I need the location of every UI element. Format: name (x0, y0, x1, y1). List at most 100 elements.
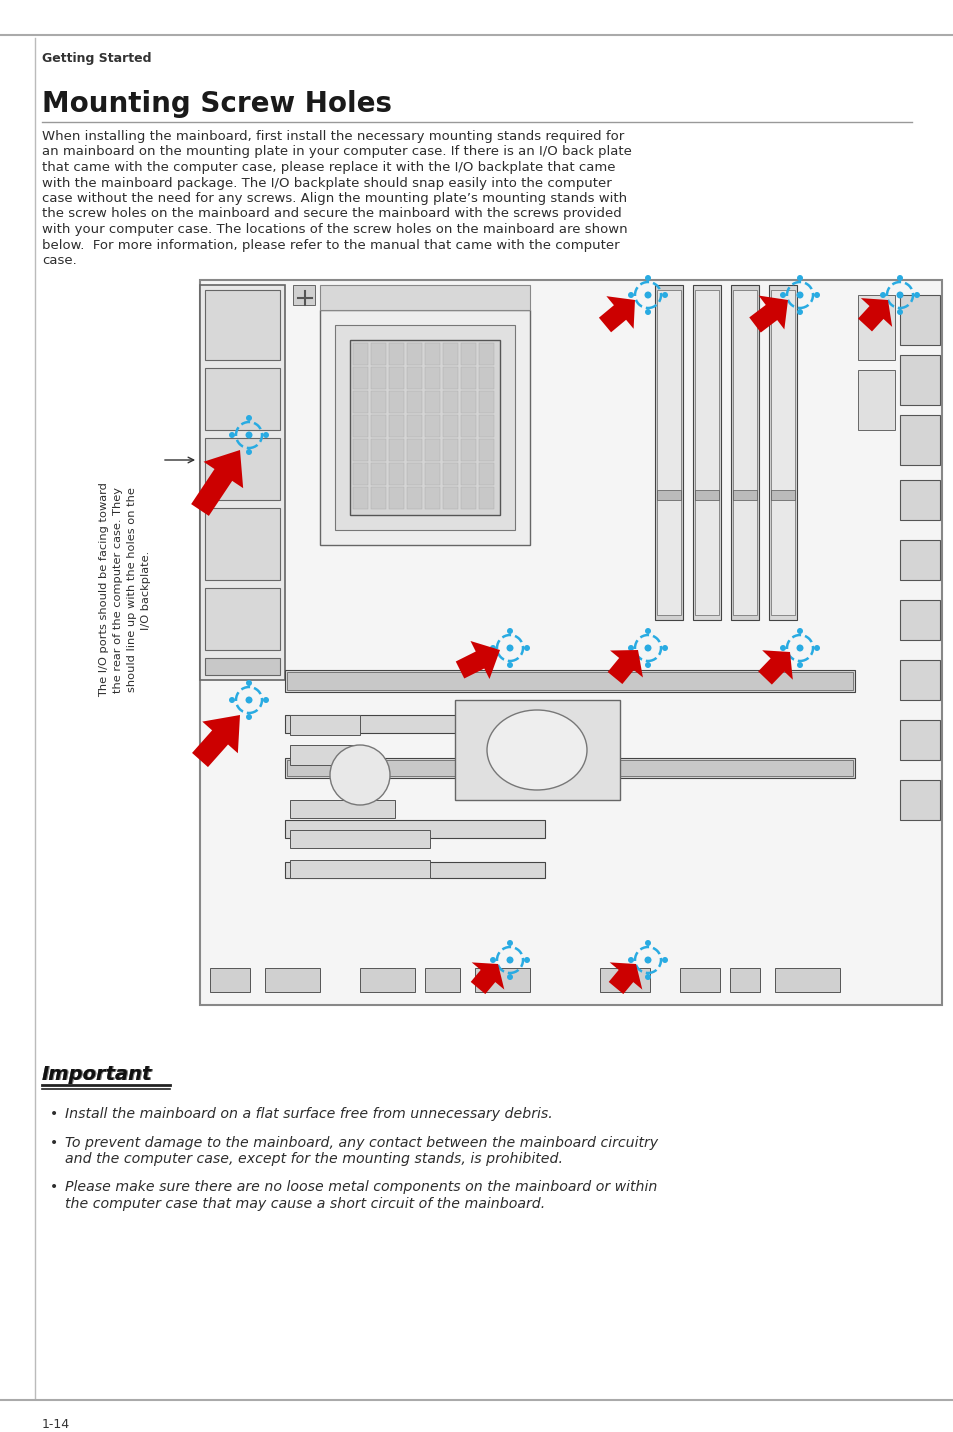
Polygon shape (205, 589, 280, 650)
Polygon shape (460, 344, 476, 365)
Polygon shape (407, 391, 421, 412)
Polygon shape (389, 440, 403, 461)
Polygon shape (200, 281, 941, 1005)
Ellipse shape (486, 710, 586, 790)
Polygon shape (290, 715, 359, 735)
Polygon shape (478, 463, 494, 485)
Polygon shape (657, 490, 680, 500)
Polygon shape (424, 487, 439, 508)
Text: Important: Important (42, 1065, 152, 1084)
Polygon shape (265, 968, 319, 992)
Polygon shape (460, 415, 476, 437)
Text: with the mainboard package. The I/O backplate should snap easily into the comput: with the mainboard package. The I/O back… (42, 176, 611, 189)
Circle shape (506, 939, 513, 947)
Polygon shape (353, 487, 368, 508)
Polygon shape (729, 968, 760, 992)
Text: below.  For more information, please refer to the manual that came with the comp: below. For more information, please refe… (42, 239, 619, 252)
Polygon shape (285, 670, 854, 692)
Polygon shape (748, 295, 787, 332)
Polygon shape (293, 285, 314, 305)
Polygon shape (350, 339, 499, 516)
Polygon shape (285, 715, 544, 733)
Circle shape (896, 275, 902, 281)
Circle shape (644, 957, 651, 964)
Polygon shape (407, 415, 421, 437)
Polygon shape (442, 487, 457, 508)
Text: Important: Important (43, 1065, 152, 1084)
Text: Important: Important (43, 1064, 152, 1084)
Text: To prevent damage to the mainboard, any contact between the mainboard circuitry: To prevent damage to the mainboard, any … (65, 1136, 658, 1150)
Polygon shape (389, 415, 403, 437)
Polygon shape (470, 962, 504, 994)
Polygon shape (285, 821, 544, 838)
Circle shape (796, 292, 802, 298)
Polygon shape (205, 657, 280, 674)
Polygon shape (442, 344, 457, 365)
Polygon shape (774, 968, 840, 992)
Text: When installing the mainboard, first install the necessary mounting stands requi: When installing the mainboard, first ins… (42, 130, 623, 143)
Text: case without the need for any screws. Align the mounting plate’s mounting stands: case without the need for any screws. Al… (42, 192, 626, 205)
Polygon shape (478, 344, 494, 365)
Polygon shape (319, 285, 530, 309)
Polygon shape (192, 715, 240, 768)
Circle shape (490, 644, 496, 652)
Circle shape (813, 644, 820, 652)
Polygon shape (679, 968, 720, 992)
Circle shape (896, 292, 902, 298)
Polygon shape (424, 415, 439, 437)
Text: the computer case that may cause a short circuit of the mainboard.: the computer case that may cause a short… (65, 1197, 545, 1211)
Polygon shape (899, 415, 939, 465)
Polygon shape (730, 285, 759, 620)
Circle shape (661, 292, 667, 298)
Polygon shape (371, 344, 386, 365)
Circle shape (506, 662, 513, 667)
Polygon shape (290, 861, 430, 878)
Polygon shape (353, 367, 368, 390)
Polygon shape (353, 463, 368, 485)
Circle shape (263, 697, 269, 703)
Polygon shape (424, 968, 459, 992)
Text: The I/O ports should be facing toward
the rear of the computer case. They
should: The I/O ports should be facing toward th… (99, 483, 151, 697)
Circle shape (796, 644, 802, 652)
Polygon shape (353, 344, 368, 365)
Circle shape (661, 644, 667, 652)
Polygon shape (442, 463, 457, 485)
Polygon shape (285, 862, 544, 878)
Polygon shape (692, 285, 720, 620)
Polygon shape (455, 700, 619, 800)
Circle shape (627, 292, 634, 298)
Circle shape (780, 644, 785, 652)
Polygon shape (899, 720, 939, 760)
Circle shape (913, 292, 919, 298)
Polygon shape (732, 490, 757, 500)
Polygon shape (205, 508, 280, 580)
Circle shape (644, 974, 650, 979)
Polygon shape (768, 285, 796, 620)
Polygon shape (353, 440, 368, 461)
Polygon shape (478, 487, 494, 508)
Circle shape (523, 644, 530, 652)
Circle shape (644, 275, 650, 281)
Text: 1-14: 1-14 (42, 1418, 71, 1431)
Text: •: • (50, 1180, 58, 1194)
Text: Important: Important (42, 1064, 152, 1084)
Polygon shape (371, 391, 386, 412)
Polygon shape (607, 650, 642, 684)
Polygon shape (371, 487, 386, 508)
Circle shape (644, 309, 650, 315)
Polygon shape (353, 415, 368, 437)
Circle shape (644, 629, 650, 634)
Polygon shape (335, 325, 515, 530)
Polygon shape (599, 968, 649, 992)
Polygon shape (899, 660, 939, 700)
Polygon shape (478, 391, 494, 412)
Polygon shape (285, 758, 854, 778)
Polygon shape (460, 463, 476, 485)
Polygon shape (389, 367, 403, 390)
Polygon shape (287, 672, 852, 690)
Text: Getting Started: Getting Started (42, 52, 152, 64)
Circle shape (506, 957, 513, 964)
Circle shape (896, 309, 902, 315)
Polygon shape (407, 487, 421, 508)
Polygon shape (371, 440, 386, 461)
